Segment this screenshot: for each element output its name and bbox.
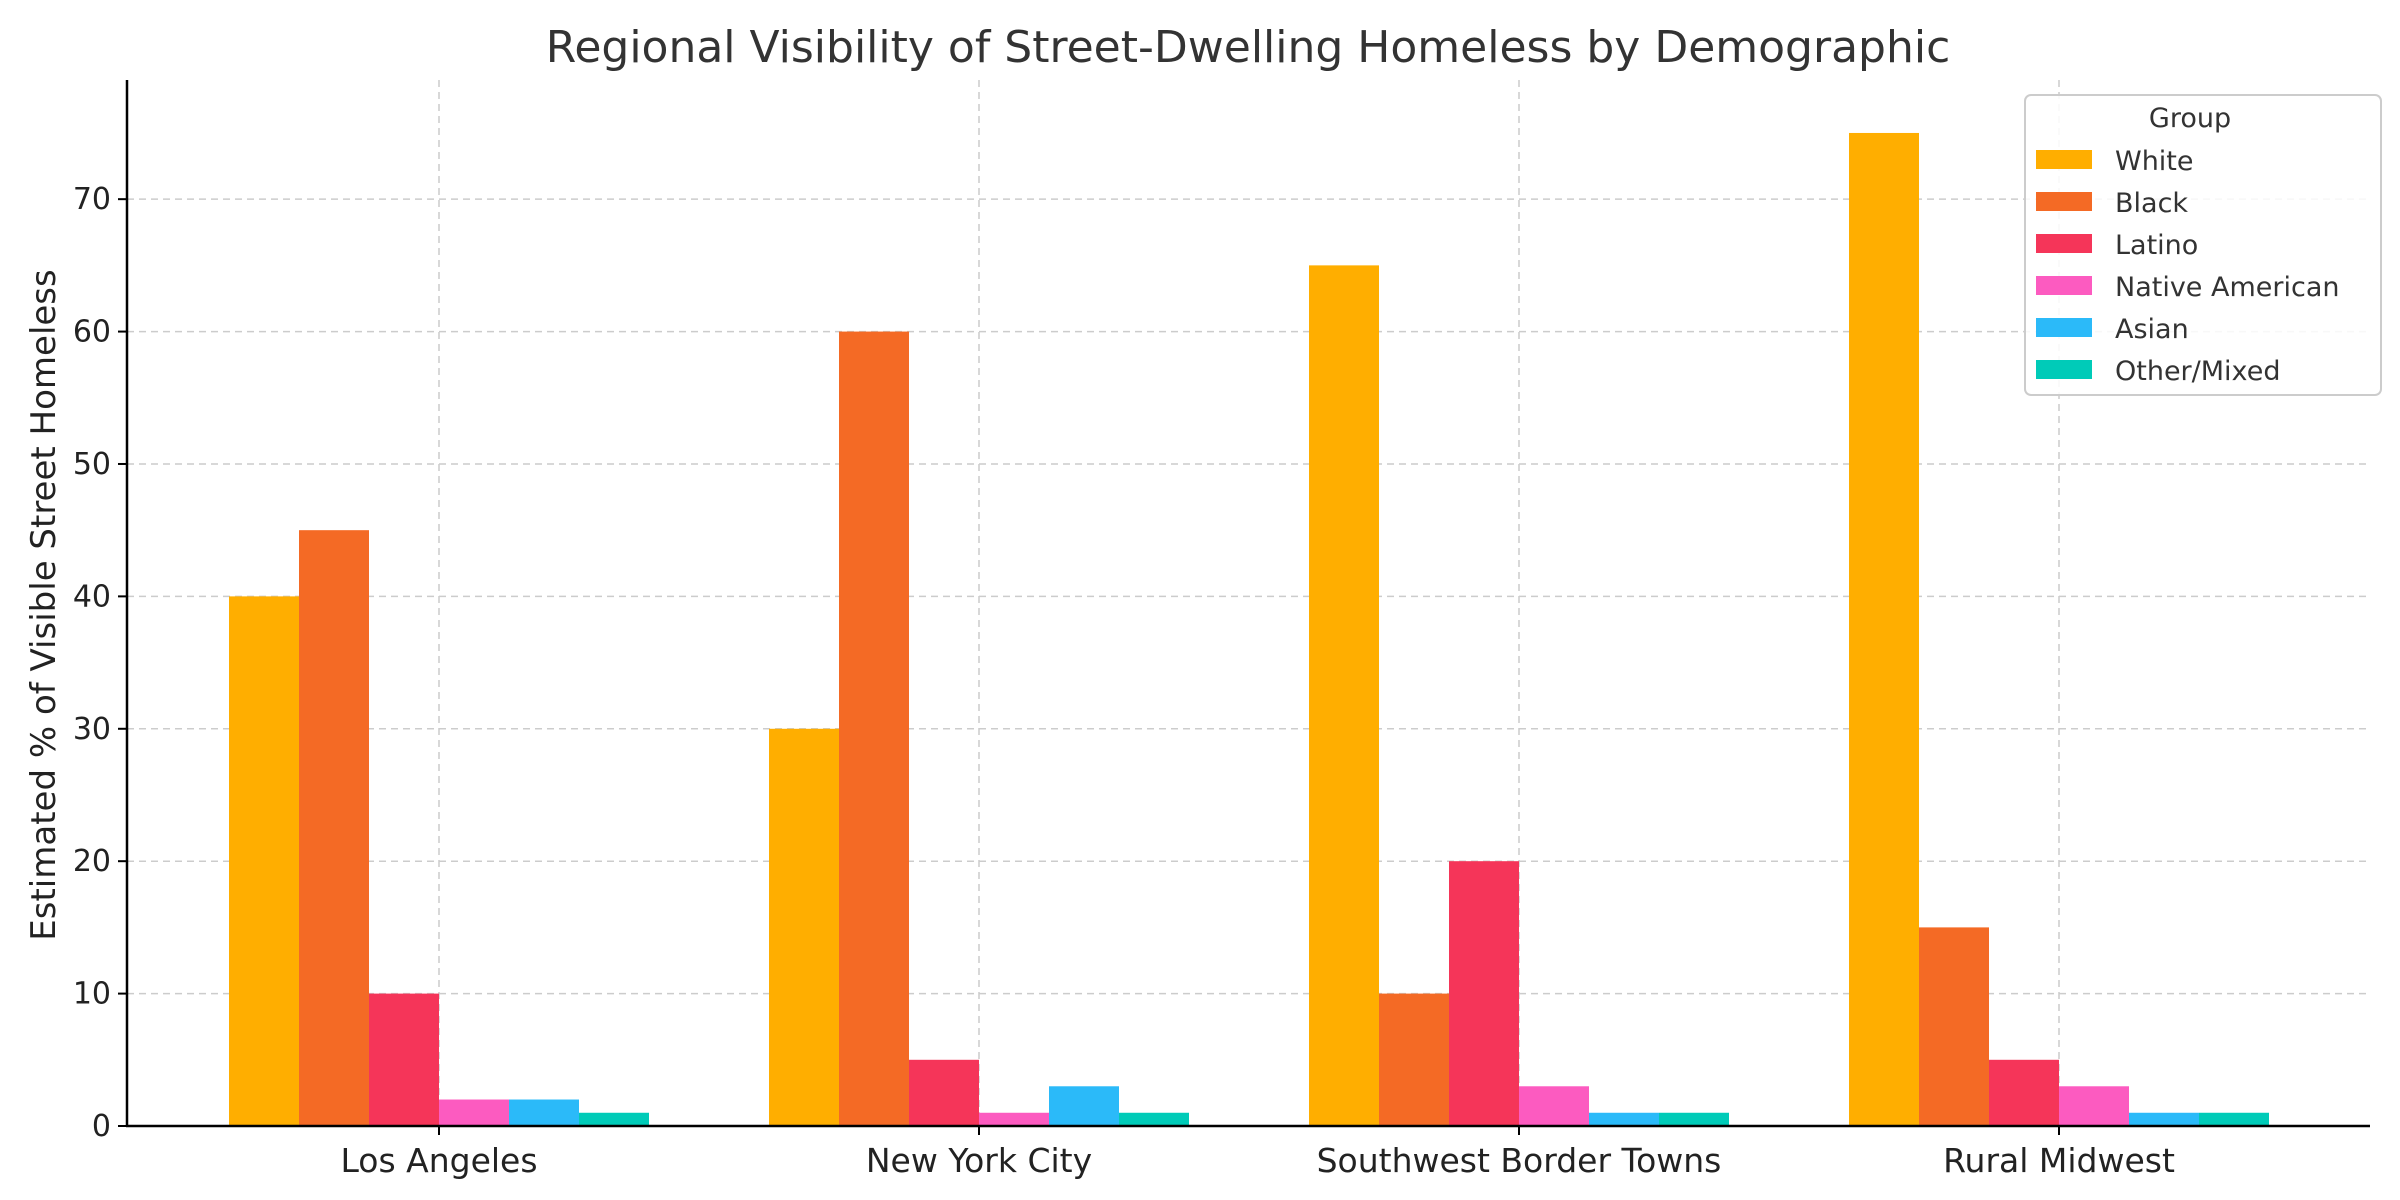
legend-label: White (2115, 146, 2194, 177)
bar (1919, 927, 1989, 1126)
bar (1659, 1112, 1729, 1126)
legend-label: Black (2115, 188, 2188, 219)
legend-item: Black (2036, 188, 2188, 219)
legend-swatch (2036, 318, 2092, 337)
bar (2199, 1112, 2269, 1126)
bar (1519, 1086, 1589, 1126)
bar (509, 1099, 579, 1126)
legend-title: Group (2149, 103, 2231, 134)
bar (1379, 993, 1449, 1126)
x-tick-label: Southwest Border Towns (1317, 1141, 1722, 1180)
bar-group (1309, 265, 1729, 1127)
bar-group (229, 530, 649, 1126)
legend-item: Latino (2036, 230, 2198, 261)
y-tick-label: 20 (73, 844, 111, 879)
y-tick-labels: 0 10 20 30 40 50 60 70 (73, 182, 127, 1144)
bar (769, 728, 839, 1126)
legend-item: Native American (2036, 272, 2340, 303)
y-tick-label: 50 (73, 447, 111, 482)
bar (2059, 1086, 2129, 1126)
bars (229, 132, 2269, 1127)
y-tick-label: 70 (73, 182, 111, 217)
bar (299, 530, 369, 1126)
x-tick-label: New York City (866, 1141, 1092, 1180)
bar (229, 596, 299, 1126)
bar (979, 1112, 1049, 1126)
bar (909, 1059, 979, 1126)
legend-swatch (2036, 360, 2092, 379)
bar (369, 993, 439, 1126)
legend-items: White Black Latino Native American Asian Othe… (2036, 146, 2340, 387)
y-axis-label: Estimated % of Visible Street Homeless (24, 269, 64, 940)
legend: Group White Black Latino Native American Asi… (2024, 94, 2382, 396)
y-tick-label: 40 (73, 579, 111, 614)
legend-frame (2024, 94, 2382, 396)
bar (1119, 1112, 1189, 1126)
legend-label: Other/Mixed (2115, 356, 2280, 387)
x-tick-label: Rural Midwest (1943, 1141, 2175, 1180)
chart-title: Regional Visibility of Street-Dwelling H… (546, 22, 1951, 73)
bar (1309, 265, 1379, 1127)
legend-label: Latino (2115, 230, 2198, 261)
legend-item: Other/Mixed (2036, 356, 2280, 387)
bar (1049, 1086, 1119, 1126)
bar (839, 331, 909, 1127)
legend-item: Asian (2036, 314, 2189, 345)
x-tick-labels: Los Angeles New York City Southwest Border… (340, 1126, 2175, 1180)
grid-lines (127, 80, 2370, 1126)
bar (1989, 1059, 2059, 1126)
legend-item: White (2036, 146, 2194, 177)
bar (1589, 1112, 1659, 1126)
bar (579, 1112, 649, 1126)
legend-swatch (2036, 234, 2092, 253)
axes (125, 80, 2370, 1128)
y-tick-label: 30 (73, 712, 111, 747)
y-tick-label: 0 (92, 1109, 111, 1144)
legend-label: Asian (2115, 314, 2189, 345)
bar (1449, 861, 1519, 1126)
legend-swatch (2036, 150, 2092, 169)
y-tick-label: 10 (73, 977, 111, 1012)
legend-label: Native American (2115, 272, 2340, 303)
legend-swatch (2036, 276, 2092, 295)
bar-group (1849, 132, 2269, 1126)
y-tick-label: 60 (73, 315, 111, 350)
x-tick-label: Los Angeles (340, 1141, 537, 1180)
bar (1849, 132, 1919, 1126)
bar (439, 1099, 509, 1126)
bar (2129, 1112, 2199, 1126)
bar-group (769, 331, 1189, 1127)
legend-swatch (2036, 192, 2092, 211)
